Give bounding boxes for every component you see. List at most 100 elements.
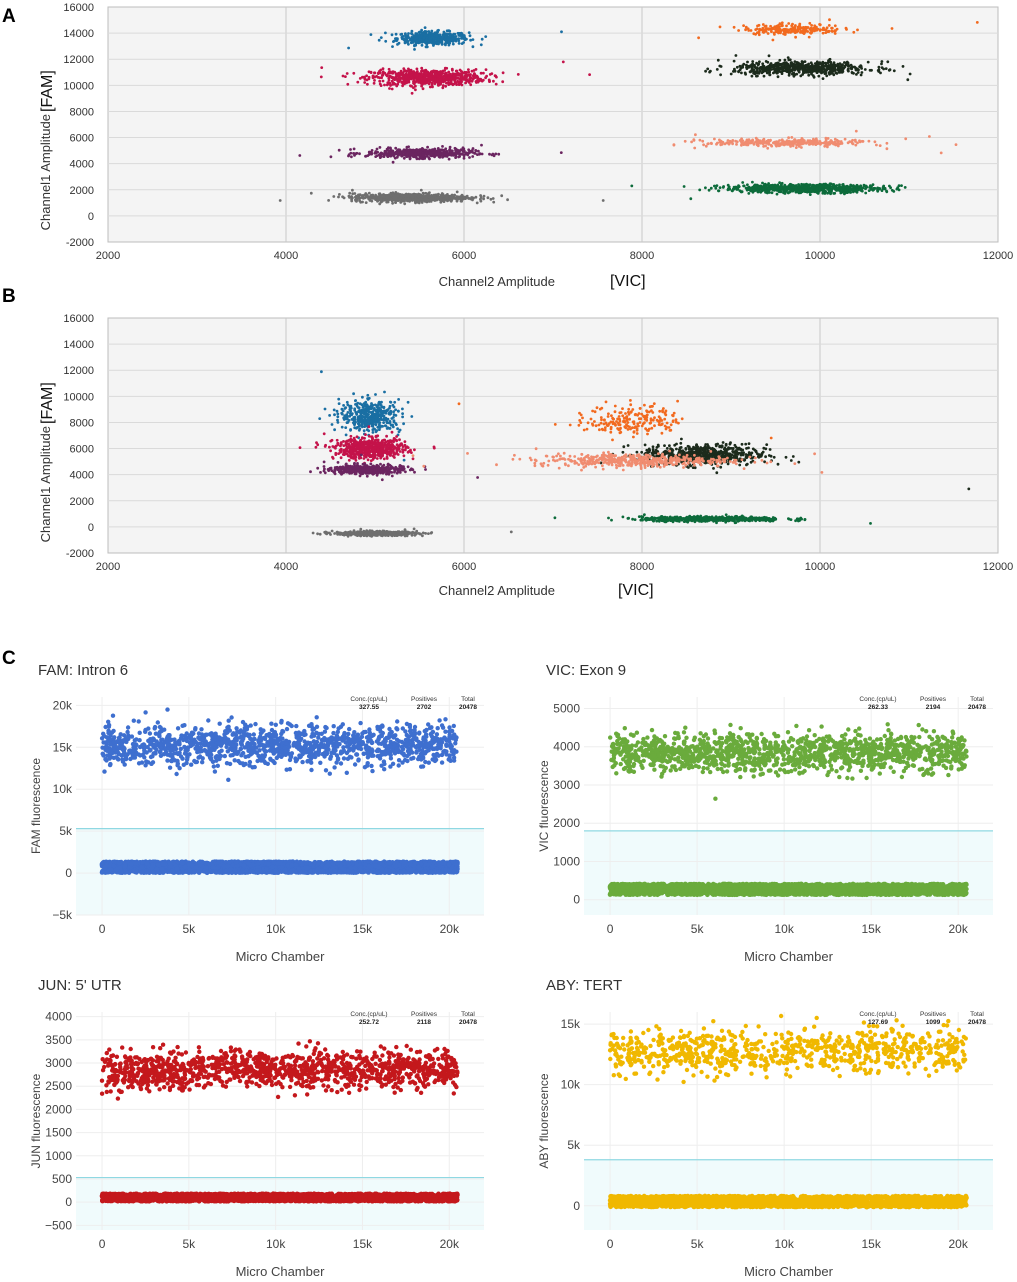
droplet-point — [373, 71, 377, 75]
droplet-point — [436, 152, 440, 156]
chart-a-ylabel-unit: [FAM] — [39, 70, 56, 112]
droplet-point — [451, 151, 455, 155]
droplet-point — [869, 187, 873, 191]
droplet-point — [441, 71, 444, 74]
droplet-point — [859, 185, 863, 188]
droplet-point — [364, 433, 367, 436]
droplet-point — [384, 31, 387, 35]
droplet-point — [863, 68, 867, 71]
droplet-point — [447, 40, 451, 44]
droplet-point — [421, 157, 425, 161]
droplet-point — [877, 65, 881, 69]
droplet-point — [462, 156, 466, 160]
droplet-point — [768, 73, 771, 77]
droplet-point — [560, 30, 563, 34]
droplet-point — [380, 400, 383, 404]
droplet-point — [787, 22, 791, 25]
droplet-point — [825, 74, 829, 78]
droplet-point — [762, 187, 765, 191]
droplet-point — [397, 79, 401, 83]
droplet-point — [347, 46, 350, 50]
droplet-point — [788, 28, 791, 32]
droplet-point — [378, 146, 382, 149]
droplet-point — [367, 151, 371, 154]
droplet-point — [437, 38, 441, 42]
droplet-point — [377, 195, 381, 198]
droplet-point — [474, 74, 478, 78]
droplet-point — [787, 136, 790, 140]
droplet-point — [903, 186, 907, 189]
droplet-point — [320, 66, 324, 69]
droplet-point — [410, 451, 413, 454]
cluster-blue — [347, 26, 563, 51]
droplet-point — [762, 74, 766, 78]
droplet-point — [402, 70, 406, 73]
droplet-point — [375, 154, 379, 158]
droplet-point — [363, 75, 366, 79]
droplet-point — [854, 143, 858, 147]
droplet-point — [363, 436, 366, 440]
droplet-point — [719, 73, 722, 77]
droplet-point — [822, 182, 826, 186]
droplet-point — [437, 28, 440, 32]
droplet-point — [398, 450, 402, 453]
droplet-point — [846, 67, 850, 71]
droplet-point — [803, 67, 806, 70]
droplet-point — [378, 79, 382, 83]
droplet-point — [413, 35, 416, 38]
droplet-point — [856, 28, 859, 32]
droplet-point — [394, 76, 398, 80]
droplet-point — [769, 185, 773, 188]
droplet-point — [809, 66, 813, 70]
droplet-point — [836, 62, 840, 66]
droplet-point — [358, 77, 362, 80]
droplet-point — [336, 412, 340, 416]
droplet-point — [817, 74, 821, 78]
droplet-point — [774, 68, 778, 72]
droplet-point — [796, 140, 799, 144]
droplet-point — [381, 424, 384, 428]
chart-a-xlabel-unit: [VIC] — [610, 273, 646, 290]
droplet-point — [335, 409, 339, 413]
droplet-point — [727, 142, 731, 146]
droplet-point — [807, 73, 811, 77]
droplet-point — [443, 79, 447, 83]
panel-letter-a: A — [2, 6, 16, 28]
droplet-point — [780, 21, 784, 25]
droplet-point — [400, 35, 404, 39]
droplet-point — [792, 140, 795, 144]
droplet-point — [433, 194, 437, 198]
droplet-point — [478, 152, 481, 156]
panel-letter-b: B — [2, 286, 16, 308]
chart-a-ylabel: Channel1 Amplitude — [38, 114, 53, 230]
droplet-point — [808, 193, 812, 197]
droplet-point — [494, 152, 498, 156]
droplet-point — [383, 198, 386, 202]
droplet-point — [349, 148, 352, 151]
droplet-point — [800, 30, 804, 34]
droplet-point — [775, 140, 779, 144]
droplet-point — [356, 417, 360, 421]
droplet-point — [769, 65, 773, 69]
droplet-point — [901, 65, 905, 68]
droplet-point — [870, 68, 873, 72]
droplet-point — [415, 74, 419, 78]
droplet-point — [784, 68, 788, 72]
droplet-point — [445, 66, 449, 70]
droplet-point — [375, 414, 379, 418]
droplet-point — [797, 185, 801, 189]
droplet-point — [406, 34, 410, 37]
droplet-point — [807, 62, 810, 66]
droplet-point — [442, 194, 446, 198]
chart-a-scatter: 2000 4000 6000 8000 10000 12000-2000020004000… — [38, 2, 1013, 290]
droplet-point — [419, 197, 423, 201]
droplet-point — [755, 27, 759, 31]
droplet-point — [880, 60, 884, 63]
droplet-point — [387, 412, 391, 416]
droplet-point — [709, 69, 712, 73]
droplet-point — [376, 425, 380, 429]
droplet-point — [389, 147, 392, 151]
droplet-point — [363, 81, 367, 84]
droplet-point — [429, 72, 433, 76]
droplet-point — [416, 200, 420, 204]
